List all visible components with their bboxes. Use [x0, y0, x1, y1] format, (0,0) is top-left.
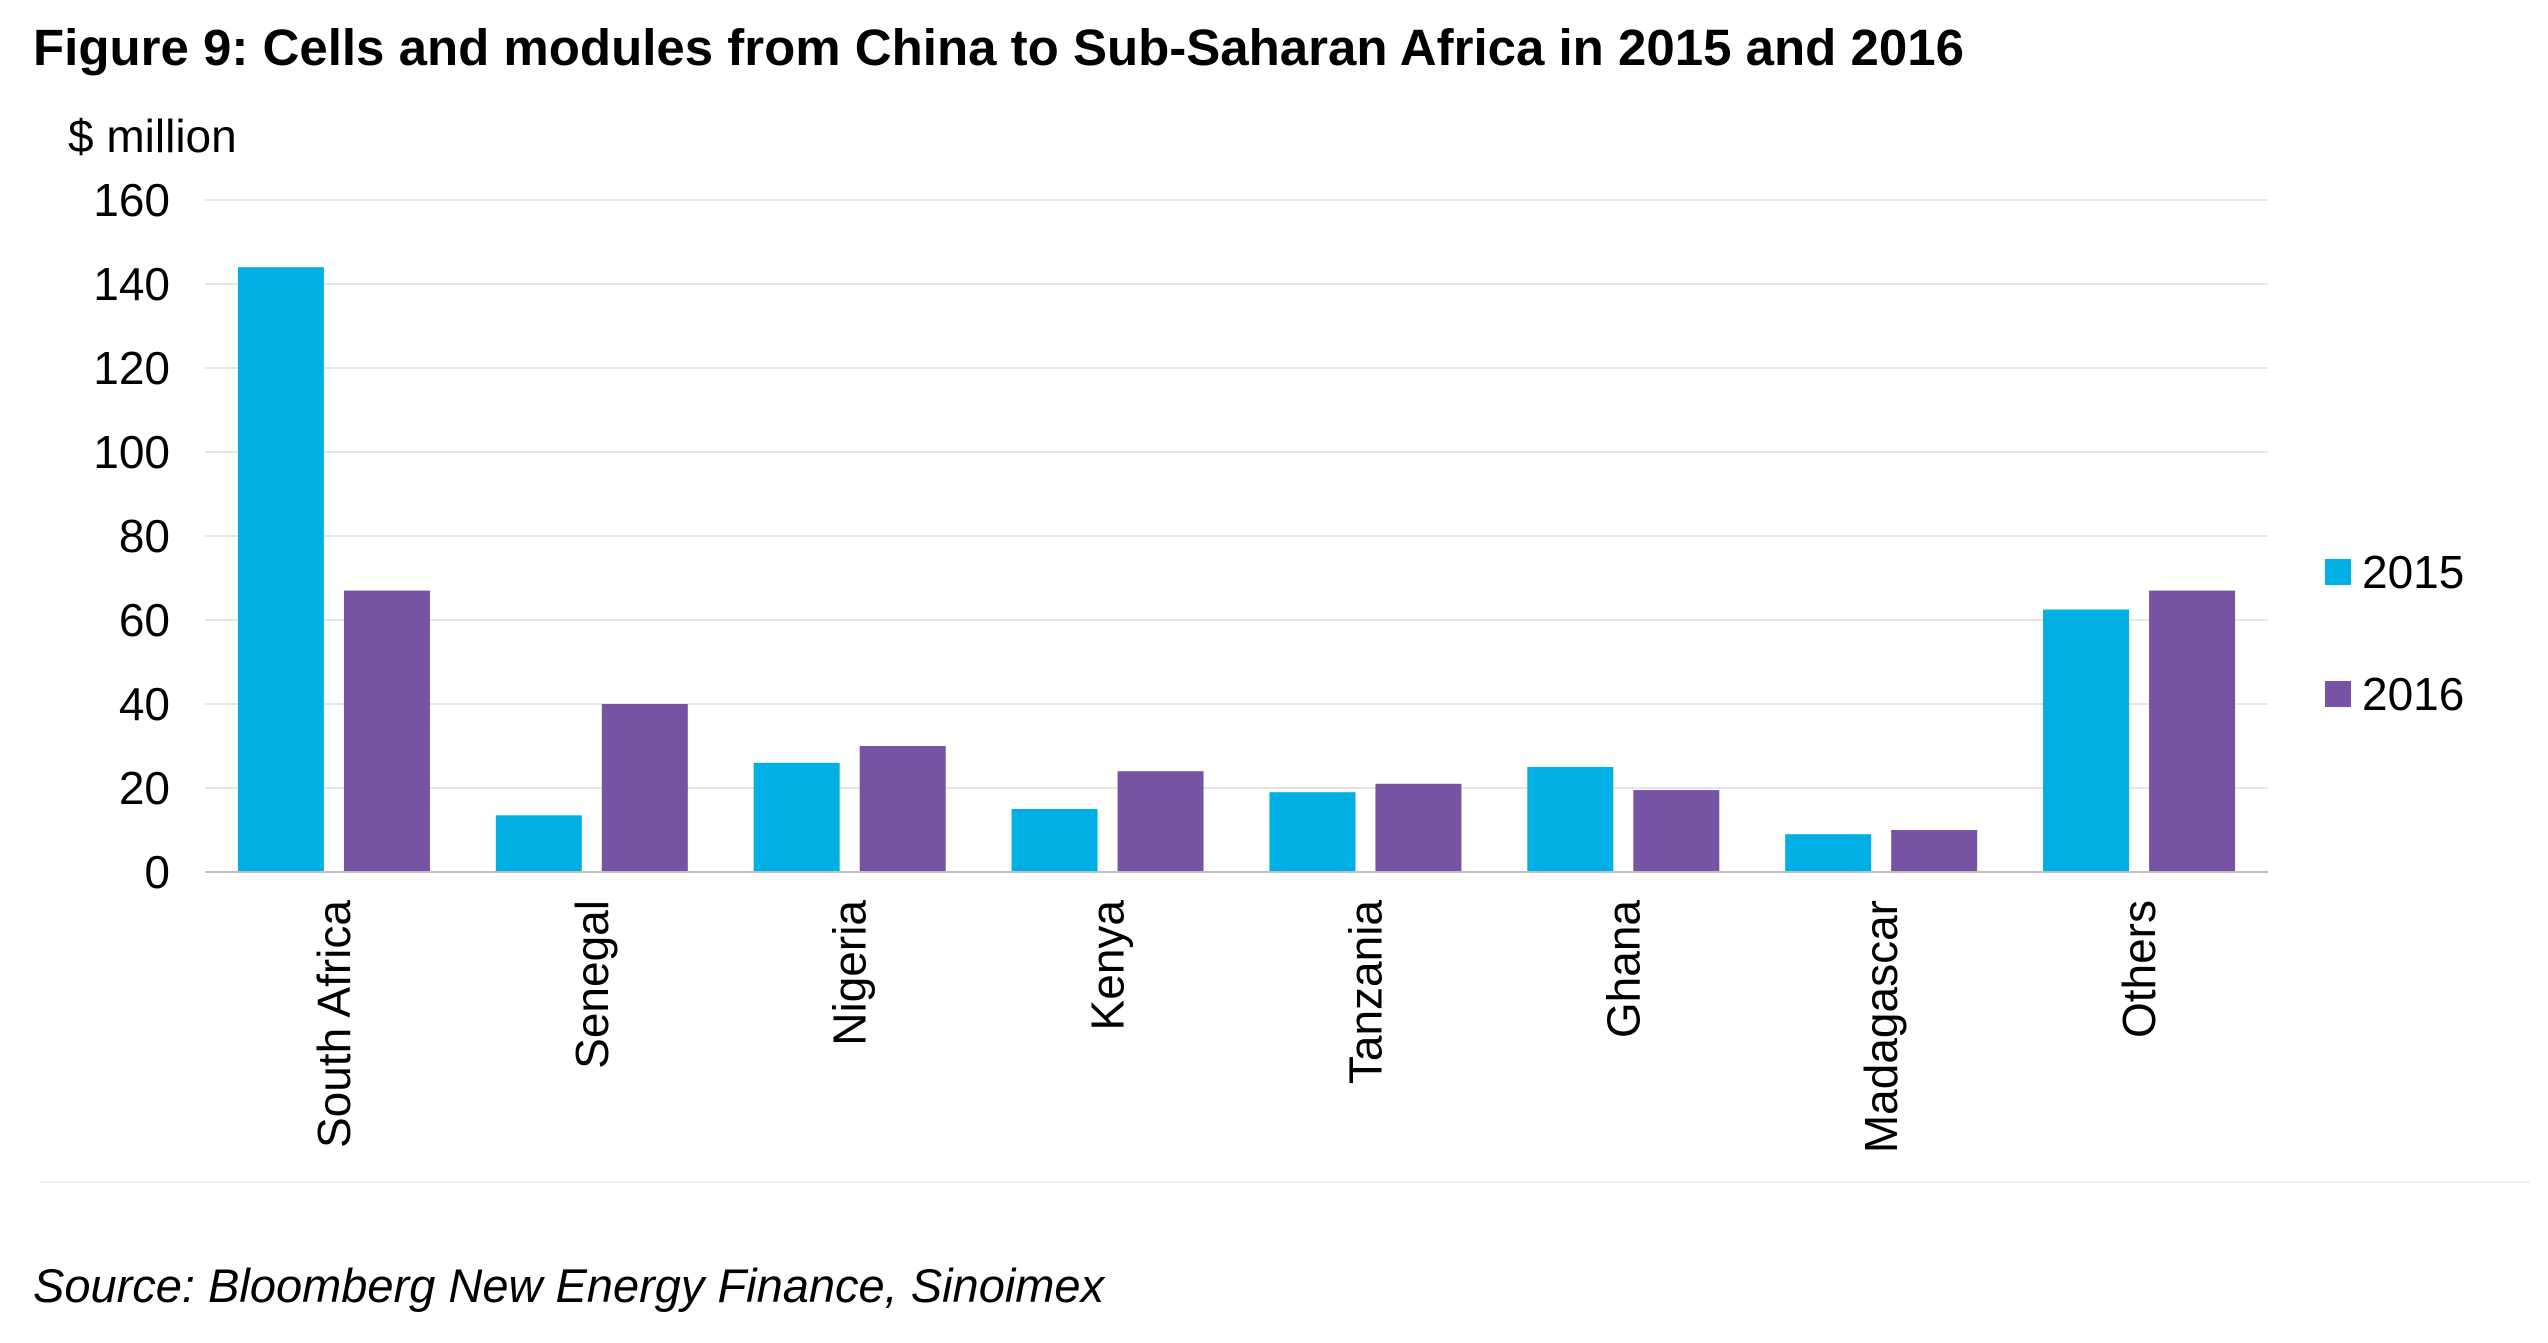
gridlines	[205, 199, 2268, 789]
figure-title: Figure 9: Cells and modules from China t…	[33, 19, 1964, 76]
bar-2015-nigeria	[753, 762, 840, 872]
bar-2016-kenya	[1117, 771, 1204, 872]
y-tick-label: 120	[93, 342, 170, 394]
x-category-label: Nigeria	[824, 900, 876, 1046]
bar-2016-tanzania	[1375, 783, 1462, 872]
bar-2015-tanzania	[1269, 792, 1356, 872]
x-axis-category-labels: South Africa Senegal Nigeria Kenya Tanzania G…	[308, 900, 2165, 1154]
bar-2016-madagascar	[1891, 830, 1978, 872]
legend-label-2015: 2015	[2362, 546, 2464, 598]
bars	[237, 267, 2236, 872]
legend-swatch-2016	[2325, 681, 2351, 707]
x-category-label: Others	[2113, 900, 2165, 1038]
y-tick-label: 160	[93, 174, 170, 226]
y-tick-label: 100	[93, 426, 170, 478]
bar-2016-others	[2149, 590, 2236, 872]
bar-2016-nigeria	[859, 746, 946, 872]
y-axis-ticks: 0 20 40 60 80 100 120 140 160	[93, 174, 170, 898]
x-category-label: Ghana	[1597, 900, 1649, 1039]
y-tick-label: 20	[119, 762, 170, 814]
bar-2016-ghana	[1633, 790, 1720, 872]
legend-swatch-2015	[2325, 559, 2351, 585]
bar-2016-south-africa	[343, 590, 430, 872]
y-tick-label: 0	[144, 846, 170, 898]
y-tick-label: 80	[119, 510, 170, 562]
legend-label-2016: 2016	[2362, 668, 2464, 720]
legend: 2015 2016	[2325, 546, 2464, 720]
y-tick-label: 40	[119, 678, 170, 730]
y-axis-unit-label: $ million	[68, 110, 237, 162]
bar-2015-madagascar	[1785, 834, 1872, 872]
x-category-label: South Africa	[308, 900, 360, 1148]
x-category-label: Kenya	[1082, 900, 1134, 1031]
x-category-label: Senegal	[566, 900, 618, 1069]
source-note: Source: Bloomberg New Energy Finance, Si…	[33, 1259, 1105, 1312]
y-tick-label: 140	[93, 258, 170, 310]
bar-2015-ghana	[1527, 767, 1614, 872]
bar-2015-kenya	[1011, 809, 1098, 872]
bar-2015-south-africa	[237, 267, 324, 872]
y-tick-label: 60	[119, 594, 170, 646]
x-category-label: Tanzania	[1339, 900, 1391, 1085]
bar-2015-others	[2043, 609, 2130, 872]
bar-2016-senegal	[601, 704, 688, 872]
bar-2015-senegal	[495, 815, 582, 872]
x-category-label: Madagascar	[1855, 900, 1907, 1153]
